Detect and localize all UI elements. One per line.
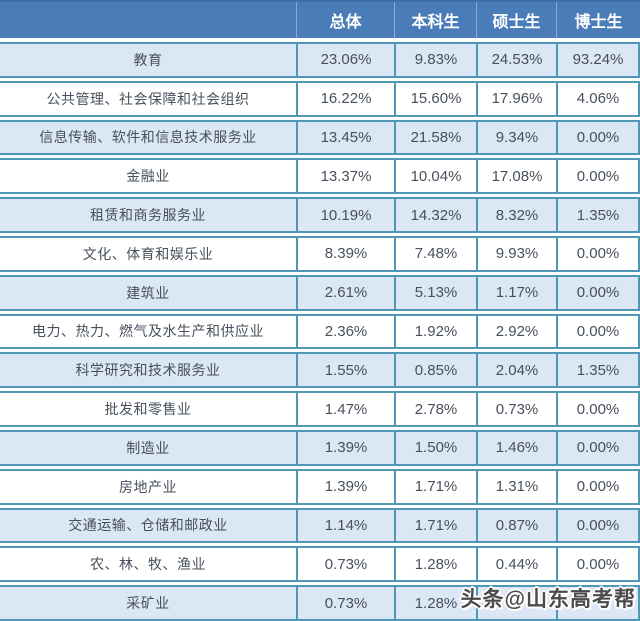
table-body: 教育 23.06% 9.83% 24.53% 93.24% 公共管理、社会保障和社会组织 1… xyxy=(0,42,640,621)
value-cell: 2.92% xyxy=(476,315,556,348)
value-cell: 8.39% xyxy=(296,237,394,270)
value-cell: 9.34% xyxy=(476,121,556,154)
value-cell: 14.32% xyxy=(394,199,476,231)
row-label: 制造业 xyxy=(126,439,170,456)
value-cell: 13.45% xyxy=(296,121,394,154)
column-header: 硕士生 xyxy=(476,2,556,38)
row-label: 科学研究和技术服务业 xyxy=(75,362,221,379)
value-cell: 1.92% xyxy=(394,315,476,348)
row-label: 金融业 xyxy=(126,168,170,185)
value-cell: 4.06% xyxy=(556,82,638,115)
value-cell: 1.47% xyxy=(296,393,394,425)
table-row: 房地产业 1.39% 1.71% 1.31% 0.00% xyxy=(0,468,640,505)
value-cell: 13.37% xyxy=(296,160,394,193)
row-label: 建筑业 xyxy=(126,284,170,301)
row-label: 教育 xyxy=(133,51,163,68)
value-cell: 24.53% xyxy=(476,44,556,76)
value-cell: 21.58% xyxy=(394,121,476,154)
value-cell: 0.00% xyxy=(556,121,638,154)
value-cell: 5.13% xyxy=(394,276,476,309)
value-cell: 1.14% xyxy=(296,509,394,542)
value-cell: 0.00% xyxy=(556,431,638,464)
value-cell: 7.48% xyxy=(394,237,476,270)
value-cell: 1.31% xyxy=(476,470,556,503)
value-cell: 0.00% xyxy=(556,470,638,503)
table-header-row: 总体 本科生 硕士生 博士生 xyxy=(0,0,640,38)
row-label: 采矿业 xyxy=(126,595,170,612)
row-label: 房地产业 xyxy=(119,478,177,495)
value-cell: 0.00% xyxy=(556,276,638,309)
row-label: 农、林、牧、渔业 xyxy=(90,556,206,573)
value-cell: 1.71% xyxy=(394,509,476,542)
row-label: 租赁和商务服务业 xyxy=(90,207,206,224)
row-label: 批发和零售业 xyxy=(104,401,192,418)
value-cell xyxy=(476,587,556,619)
value-cell: 1.55% xyxy=(296,354,394,387)
column-header-blank xyxy=(0,2,296,38)
row-label: 信息传输、软件和信息技术服务业 xyxy=(39,129,257,146)
value-cell xyxy=(556,587,638,619)
value-cell: 93.24% xyxy=(556,44,638,76)
table-row: 教育 23.06% 9.83% 24.53% 93.24% xyxy=(0,42,640,78)
value-cell: 1.17% xyxy=(476,276,556,309)
value-cell: 0.00% xyxy=(556,548,638,581)
value-cell: 17.96% xyxy=(476,82,556,115)
table-row: 电力、热力、燃气及水生产和供应业 2.36% 1.92% 2.92% 0.00% xyxy=(0,313,640,350)
value-cell: 2.78% xyxy=(394,393,476,425)
row-label: 文化、体育和娱乐业 xyxy=(82,245,214,262)
value-cell: 1.35% xyxy=(556,354,638,387)
column-header: 本科生 xyxy=(394,2,476,38)
value-cell: 1.39% xyxy=(296,470,394,503)
table-row: 采矿业 0.73% 1.28% xyxy=(0,585,640,621)
value-cell: 0.73% xyxy=(296,548,394,581)
value-cell: 0.00% xyxy=(556,393,638,425)
value-cell: 9.93% xyxy=(476,237,556,270)
table-row: 文化、体育和娱乐业 8.39% 7.48% 9.93% 0.00% xyxy=(0,235,640,272)
table-row: 交通运输、仓储和邮政业 1.14% 1.71% 0.87% 0.00% xyxy=(0,507,640,544)
value-cell: 0.00% xyxy=(556,315,638,348)
value-cell: 0.73% xyxy=(476,393,556,425)
value-cell: 0.00% xyxy=(556,237,638,270)
value-cell: 0.00% xyxy=(556,509,638,542)
value-cell: 0.87% xyxy=(476,509,556,542)
value-cell: 1.35% xyxy=(556,199,638,231)
value-cell: 1.28% xyxy=(394,587,476,619)
value-cell: 1.28% xyxy=(394,548,476,581)
value-cell: 1.39% xyxy=(296,431,394,464)
table-row: 农、林、牧、渔业 0.73% 1.28% 0.44% 0.00% xyxy=(0,546,640,583)
value-cell: 2.04% xyxy=(476,354,556,387)
column-header: 博士生 xyxy=(556,2,640,38)
value-cell: 0.00% xyxy=(556,160,638,193)
value-cell: 8.32% xyxy=(476,199,556,231)
value-cell: 10.19% xyxy=(296,199,394,231)
value-cell: 16.22% xyxy=(296,82,394,115)
table-row: 建筑业 2.61% 5.13% 1.17% 0.00% xyxy=(0,274,640,311)
value-cell: 1.50% xyxy=(394,431,476,464)
column-header: 总体 xyxy=(296,2,394,38)
value-cell: 10.04% xyxy=(394,160,476,193)
row-label: 电力、热力、燃气及水生产和供应业 xyxy=(32,323,264,340)
value-cell: 15.60% xyxy=(394,82,476,115)
table-row: 科学研究和技术服务业 1.55% 0.85% 2.04% 1.35% xyxy=(0,352,640,389)
value-cell: 0.85% xyxy=(394,354,476,387)
table-row: 金融业 13.37% 10.04% 17.08% 0.00% xyxy=(0,158,640,195)
row-label: 公共管理、社会保障和社会组织 xyxy=(46,90,250,107)
table-row: 批发和零售业 1.47% 2.78% 0.73% 0.00% xyxy=(0,391,640,427)
table-row: 信息传输、软件和信息技术服务业 13.45% 21.58% 9.34% 0.00% xyxy=(0,119,640,156)
table-row: 公共管理、社会保障和社会组织 16.22% 15.60% 17.96% 4.06% xyxy=(0,80,640,117)
table-row: 租赁和商务服务业 10.19% 14.32% 8.32% 1.35% xyxy=(0,197,640,233)
value-cell: 23.06% xyxy=(296,44,394,76)
value-cell: 9.83% xyxy=(394,44,476,76)
value-cell: 0.73% xyxy=(296,587,394,619)
value-cell: 1.46% xyxy=(476,431,556,464)
value-cell: 0.44% xyxy=(476,548,556,581)
value-cell: 2.36% xyxy=(296,315,394,348)
value-cell: 2.61% xyxy=(296,276,394,309)
value-cell: 17.08% xyxy=(476,160,556,193)
row-label: 交通运输、仓储和邮政业 xyxy=(68,517,228,534)
value-cell: 1.71% xyxy=(394,470,476,503)
table-row: 制造业 1.39% 1.50% 1.46% 0.00% xyxy=(0,429,640,466)
